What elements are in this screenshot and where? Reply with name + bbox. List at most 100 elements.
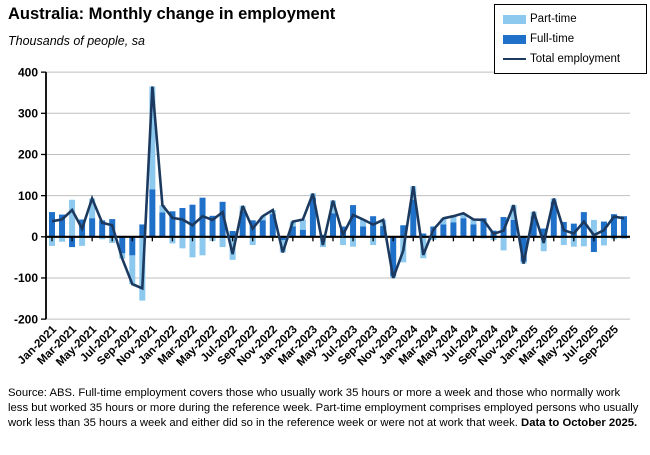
- bar-full-time: [159, 212, 166, 237]
- full-time-swatch-icon: [503, 34, 526, 44]
- bar-part-time: [219, 236, 226, 248]
- legend-item-total-employment: Total employment: [503, 49, 646, 69]
- bar-full-time: [49, 212, 55, 237]
- y-tick-label: 0: [31, 230, 38, 244]
- bar-full-time: [450, 222, 457, 237]
- y-tick-label: 400: [18, 65, 38, 79]
- bar-part-time: [590, 219, 597, 237]
- legend: Part-time Full-time Total employment: [494, 4, 647, 74]
- bar-full-time: [350, 205, 357, 237]
- bar-full-time: [149, 189, 156, 237]
- bar-full-time: [229, 231, 236, 237]
- bar-full-time: [621, 216, 627, 237]
- page-subtitle: Thousands of people, sa: [8, 34, 145, 48]
- bar-full-time: [470, 224, 477, 237]
- bar-part-time: [49, 236, 55, 246]
- bar-part-time: [149, 86, 156, 190]
- page-title: Australia: Monthly change in employment: [8, 5, 336, 23]
- bar-full-time: [520, 236, 527, 262]
- legend-item-full-time: Full-time: [503, 29, 646, 49]
- bar-part-time: [129, 255, 136, 285]
- y-tick-label: 300: [18, 107, 38, 121]
- part-time-swatch-icon: [503, 14, 526, 24]
- y-tick-label: 200: [18, 148, 38, 162]
- bar-full-time: [580, 212, 587, 237]
- bar-full-time: [570, 223, 577, 237]
- bar-part-time: [329, 200, 336, 214]
- bar-part-time: [340, 236, 347, 246]
- bar-full-time: [540, 228, 547, 237]
- bar-full-time: [299, 229, 306, 237]
- y-tick-label: -200: [14, 312, 38, 326]
- bar-part-time: [540, 236, 547, 252]
- bar-part-time: [59, 236, 66, 242]
- bar-full-time: [219, 201, 226, 237]
- bar-part-time: [440, 218, 447, 225]
- bar-full-time: [390, 236, 397, 276]
- bar-full-time: [440, 224, 447, 237]
- bar-full-time: [400, 225, 407, 237]
- bar-full-time: [89, 218, 96, 237]
- bar-part-time: [600, 236, 607, 246]
- bar-part-time: [450, 216, 457, 223]
- bar-part-time: [79, 236, 86, 246]
- bar-part-time: [360, 219, 367, 227]
- y-tick-label: 100: [18, 189, 38, 203]
- bar-full-time: [500, 217, 507, 237]
- bar-full-time: [289, 226, 296, 237]
- legend-label: Total employment: [530, 53, 621, 65]
- bar-part-time: [99, 236, 106, 240]
- bar-full-time: [269, 214, 276, 237]
- bar-part-time: [299, 219, 306, 230]
- legend-item-part-time: Part-time: [503, 9, 646, 29]
- bar-full-time: [329, 213, 336, 237]
- bar-full-time: [360, 226, 367, 237]
- bar-part-time: [89, 198, 96, 219]
- bar-full-time: [410, 199, 417, 237]
- bar-full-time: [510, 219, 517, 237]
- bar-part-time: [259, 216, 266, 221]
- data-to-date: Data to October 2025.: [521, 417, 638, 429]
- legend-label: Full-time: [530, 33, 575, 45]
- bar-full-time: [99, 220, 106, 237]
- bar-full-time: [69, 236, 76, 248]
- bar-full-time: [129, 236, 136, 256]
- source-note: Source: ABS. Full-time employment covers…: [8, 386, 642, 431]
- bar-full-time: [610, 214, 617, 237]
- bar-full-time: [590, 236, 597, 253]
- bar-part-time: [570, 236, 577, 247]
- total-line-swatch-icon: [503, 57, 526, 61]
- bar-part-time: [500, 236, 507, 251]
- bar-part-time: [279, 240, 286, 253]
- bar-full-time: [169, 211, 176, 237]
- bar-full-time: [279, 236, 286, 241]
- bar-part-time: [159, 205, 166, 213]
- bar-full-time: [179, 207, 186, 237]
- bar-full-time: [370, 216, 377, 237]
- bar-full-time: [209, 215, 216, 237]
- bar-full-time: [189, 204, 196, 237]
- bar-part-time: [460, 213, 467, 219]
- y-tick-label: -100: [14, 271, 38, 285]
- source-text: Source: ABS. Full-time employment covers…: [8, 387, 639, 429]
- bar-part-time: [199, 236, 206, 256]
- bar-part-time: [69, 199, 76, 237]
- bar-part-time: [179, 236, 186, 249]
- bar-full-time: [480, 218, 487, 237]
- bar-full-time: [139, 224, 146, 237]
- bar-part-time: [189, 236, 196, 258]
- bar-part-time: [350, 236, 357, 247]
- bar-full-time: [530, 216, 537, 237]
- bar-full-time: [259, 220, 266, 237]
- bar-full-time: [239, 211, 246, 237]
- bar-part-time: [470, 219, 477, 225]
- bar-full-time: [460, 218, 467, 237]
- bar-full-time: [420, 233, 427, 237]
- legend-label: Part-time: [530, 13, 577, 25]
- bar-full-time: [550, 201, 557, 237]
- bar-full-time: [380, 226, 387, 237]
- bar-full-time: [59, 214, 66, 237]
- bar-part-time: [560, 236, 567, 246]
